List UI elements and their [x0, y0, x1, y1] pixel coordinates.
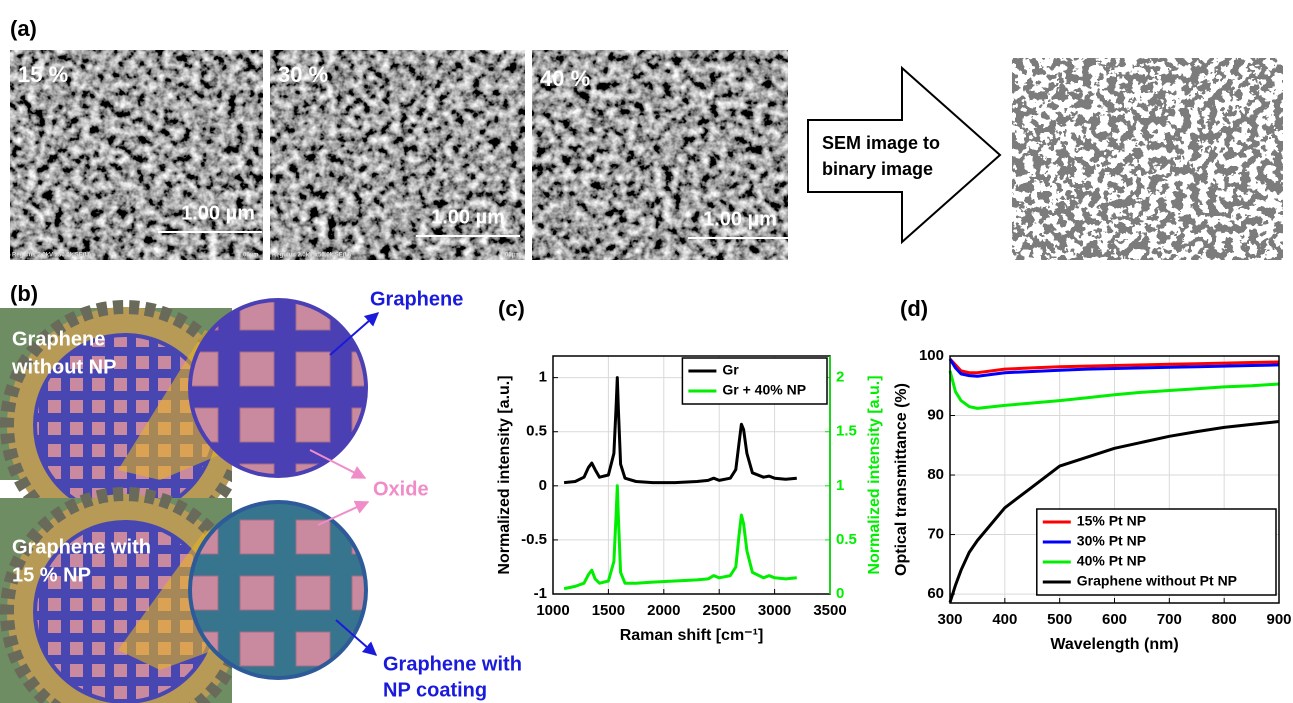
y-tick-label: 0.5: [526, 423, 547, 440]
sem-footer: 1.00µm: [500, 253, 520, 259]
conversion-arrow: [807, 65, 1002, 245]
sem-label: 30 %: [278, 62, 328, 87]
arrow-text: SEM image to: [822, 133, 940, 153]
x-tick-label: 900: [1266, 611, 1291, 628]
legend-box: [1036, 508, 1277, 596]
magnified-pads: [192, 302, 364, 474]
x-tick-label: 600: [1102, 611, 1127, 628]
y2-tick-label: 0: [836, 585, 844, 602]
annotation-arrow: [335, 619, 378, 656]
y-tick-label: 60: [927, 585, 944, 602]
y-tick-label: 100: [919, 347, 944, 364]
x-tick-label: 3500: [813, 602, 846, 619]
series-line: [948, 420, 1280, 603]
x-tick-label: 800: [1212, 611, 1237, 628]
sem-image: [270, 50, 525, 260]
x-tick-label: 300: [937, 611, 962, 628]
x-axis-label: Wavelength (nm): [1050, 636, 1178, 653]
y-axis-label: Normalized intensity [a.u.]: [496, 375, 513, 574]
series-line: [948, 370, 1280, 410]
x-tick-label: 700: [1157, 611, 1182, 628]
sem-images: 15 % 30 % 40 % 1.00 µm 1.00 µm 1.00 µm R…: [10, 50, 792, 260]
sem-footer: 1.00µm: [238, 253, 258, 259]
panel-label: (b): [10, 281, 38, 306]
legend-label: 30% Pt NP: [1077, 533, 1146, 549]
y-tick-label: 1: [539, 369, 547, 386]
x-tick-label: 1500: [592, 602, 625, 619]
annotation-arrow: [329, 312, 380, 356]
series-line: [948, 357, 1280, 375]
y-tick-label: 80: [927, 466, 944, 483]
scale-bar-label: 1.00 µm: [181, 202, 255, 224]
x-tick-label: 2000: [647, 602, 680, 619]
x-tick-label: 1000: [536, 602, 569, 619]
series-line: [563, 376, 797, 485]
y2-tick-label: 0.5: [836, 531, 857, 548]
y-tick-label: -1: [534, 585, 547, 602]
arrow-text: binary image: [822, 159, 933, 179]
x-tick-label: 2500: [703, 602, 736, 619]
legend-label: 40% Pt NP: [1077, 553, 1146, 569]
annotation: Graphene with: [383, 653, 522, 675]
legend-label: Gr: [722, 362, 739, 378]
series-line: [563, 484, 797, 591]
annotation-arrow: [317, 500, 370, 526]
sem-footer: Regulus 2.0kV x50.0k SE(U): [272, 253, 351, 259]
sample-label: without NP: [11, 356, 116, 378]
y2-tick-label: 1.5: [836, 423, 857, 440]
x-axis-label: Raman shift [cm⁻¹]: [620, 627, 764, 644]
y2-axis-label: Normalized intensity [a.u.]: [866, 375, 883, 574]
y-axis-label: Optical transmittance (%): [893, 383, 910, 576]
panel-label: (a): [10, 16, 37, 41]
x-tick-label: 400: [992, 611, 1017, 628]
chart-title: (c): [498, 296, 525, 321]
chart-title: (d): [900, 296, 928, 321]
y-tick-label: 0: [539, 477, 547, 494]
magnified-pads: [192, 504, 364, 676]
sem-label: 15 %: [18, 62, 68, 87]
y2-tick-label: 1: [836, 477, 844, 494]
annotation: Graphene: [370, 288, 463, 310]
y-tick-label: 90: [927, 406, 944, 423]
optical-images: [0, 298, 368, 703]
y2-tick-label: 2: [836, 369, 844, 386]
sample-label: 15 % NP: [12, 564, 91, 586]
plot-frame: [949, 355, 1280, 604]
sem-image: [10, 50, 263, 260]
binary-image: [1012, 58, 1283, 260]
annotation: Oxide: [373, 478, 429, 500]
legend-label: 15% Pt NP: [1077, 513, 1146, 529]
scale-bar-label: 1.00 µm: [431, 206, 505, 228]
sem-image: [532, 50, 788, 260]
y-tick-label: -0.5: [521, 531, 547, 548]
legend-label: Gr + 40% NP: [722, 382, 806, 398]
sample-label: Graphene with: [12, 536, 151, 558]
sample-label: Graphene: [12, 328, 105, 350]
sem-footer: Regulus 2.0kV x50.0k SE(U): [12, 253, 91, 259]
legend-box: [681, 357, 828, 405]
series-line: [948, 358, 1280, 378]
annotation-arrow: [309, 449, 367, 479]
x-tick-label: 3000: [758, 602, 791, 619]
sem-label: 40 %: [540, 66, 590, 91]
legend-label: Graphene without Pt NP: [1077, 573, 1237, 589]
annotation: NP coating: [383, 679, 487, 701]
y-tick-label: 70: [927, 526, 944, 543]
scale-bar-label: 1.00 µm: [703, 208, 777, 230]
x-tick-label: 500: [1047, 611, 1072, 628]
